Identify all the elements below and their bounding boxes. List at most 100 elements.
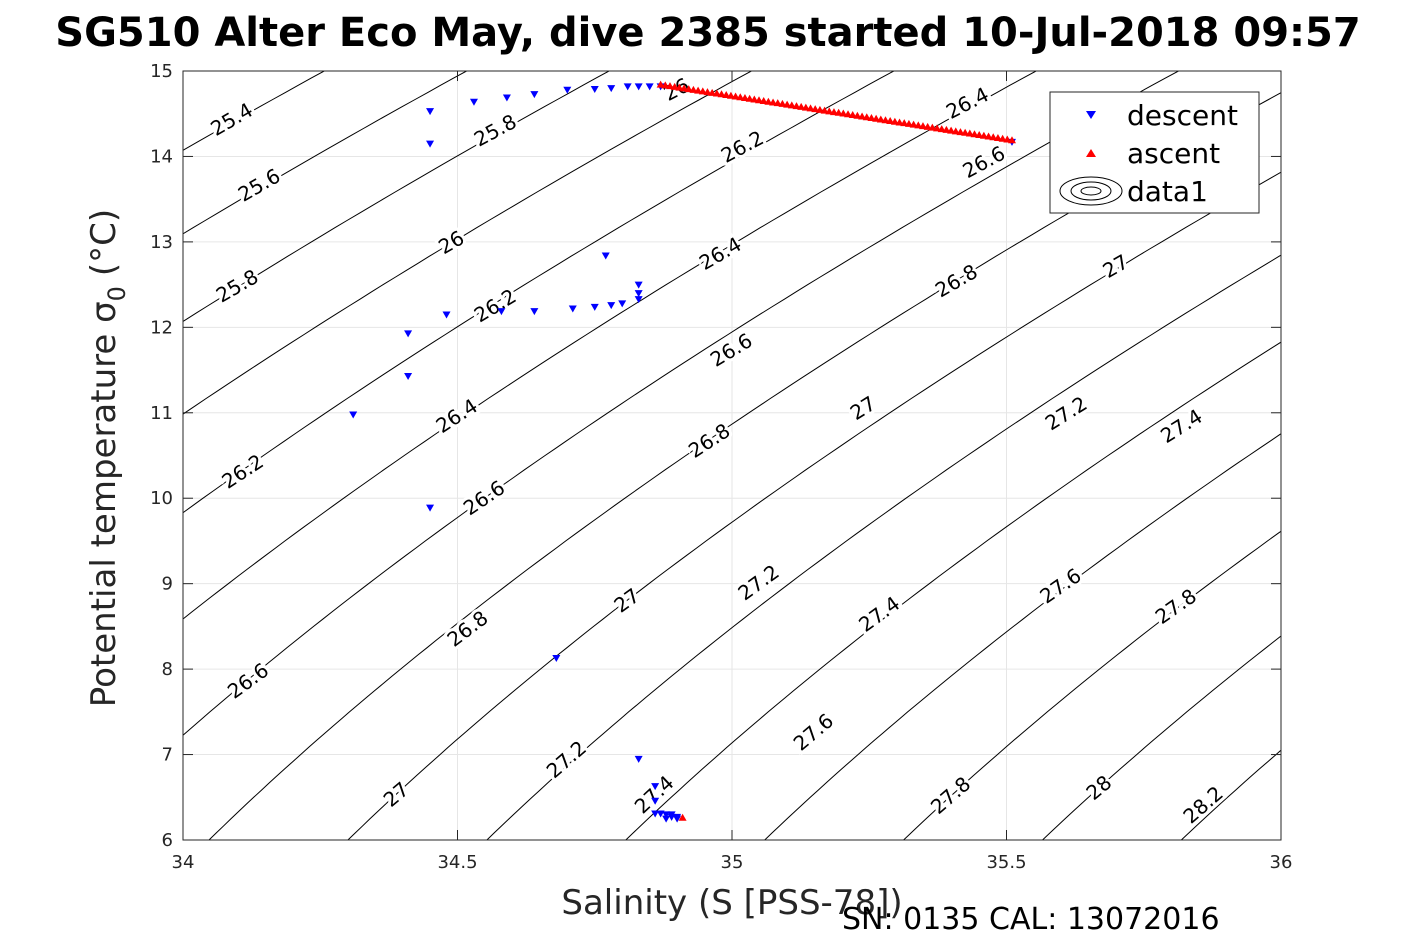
descent-point xyxy=(634,281,643,289)
x-tick-label: 34.5 xyxy=(437,852,477,873)
ascent-point xyxy=(956,128,965,136)
ascent-point xyxy=(975,131,984,139)
descent-point xyxy=(667,811,676,819)
descent-point xyxy=(634,755,643,763)
x-tick-label: 35 xyxy=(721,852,744,873)
ascent-point xyxy=(886,116,895,124)
legend-descent-label: descent xyxy=(1127,99,1238,132)
descent-point xyxy=(404,330,413,338)
descent-point xyxy=(404,373,413,381)
ascent-point xyxy=(862,113,871,121)
ascent-point xyxy=(918,122,927,130)
chart-title: SG510 Alter Eco May, dive 2385 started 1… xyxy=(55,10,1360,56)
isopycnal-line xyxy=(902,530,1281,840)
ascent-point xyxy=(712,89,721,97)
ascent-point xyxy=(998,134,1007,142)
ascent-point xyxy=(970,130,979,138)
ascent-point xyxy=(914,121,923,129)
ascent-point xyxy=(801,103,810,111)
ascent-point xyxy=(656,80,665,88)
ascent-point xyxy=(853,111,862,119)
ascent-point xyxy=(825,107,834,115)
serial-calibration-note: SN: 0135 CAL: 13072016 xyxy=(842,902,1220,937)
y-tick-label: 8 xyxy=(162,659,173,680)
x-tick-label: 36 xyxy=(1270,852,1293,873)
ascent-point xyxy=(909,120,918,128)
descent-point xyxy=(552,655,561,663)
descent-point xyxy=(530,308,539,316)
ascent-point xyxy=(726,91,735,99)
ascent-point xyxy=(778,99,787,107)
descent-point xyxy=(530,91,539,99)
descent-point xyxy=(469,98,478,106)
descent-point xyxy=(651,810,660,818)
y-tick-label: 11 xyxy=(150,403,173,424)
descent-point xyxy=(442,311,451,319)
ascent-point xyxy=(731,92,740,100)
ascent-point xyxy=(759,96,768,104)
ascent-point xyxy=(670,82,679,90)
descent-point xyxy=(563,86,572,94)
descent-point xyxy=(634,296,643,304)
descent-point xyxy=(497,308,506,316)
y-tick-label: 15 xyxy=(150,61,173,82)
ascent-point xyxy=(993,133,1002,141)
descent-point xyxy=(349,411,358,419)
x-axis-label: Salinity (S [PSS-78]) xyxy=(561,883,902,923)
ascent-point xyxy=(736,93,745,101)
isopycnal-line xyxy=(625,341,1281,840)
ascent-point xyxy=(984,132,993,140)
descent-point xyxy=(601,252,610,260)
ascent-point xyxy=(722,91,731,99)
ascent-point xyxy=(858,112,867,120)
descent-point xyxy=(426,108,435,116)
legend-box xyxy=(1049,91,1260,214)
ascent-point xyxy=(764,97,773,105)
y-axis-label-unit: (°C) xyxy=(84,209,124,276)
ascent-point xyxy=(684,85,693,93)
legend-descent-marker xyxy=(1086,111,1096,119)
y-axis-label-subscript: 0 xyxy=(103,286,131,301)
ascent-point xyxy=(689,85,698,93)
ascent-point xyxy=(947,126,956,134)
ascent-point xyxy=(1003,135,1012,143)
ascent-point xyxy=(989,133,998,141)
ascent-point xyxy=(769,98,778,106)
isopycnal-line xyxy=(486,254,1281,840)
ascent-point xyxy=(806,104,815,112)
descent-point xyxy=(651,783,660,791)
y-tick-label: 10 xyxy=(150,488,173,509)
ascent-point xyxy=(661,81,670,89)
ascent-point xyxy=(740,94,749,102)
ascent-point xyxy=(773,99,782,107)
legend-ascent-marker xyxy=(1086,149,1096,157)
ascent-point xyxy=(942,125,951,133)
ascent-point xyxy=(876,115,885,123)
ascent-point xyxy=(792,102,801,110)
descent-point xyxy=(502,94,511,102)
ascent-point xyxy=(1007,136,1016,144)
y-axis-ticks: 6 7 8 9 10 11 12 13 14 15 xyxy=(150,61,1281,851)
isopycnal-line xyxy=(347,171,1281,840)
isopycnal-line xyxy=(183,71,611,323)
ascent-point xyxy=(928,123,937,131)
legend-contour-icon xyxy=(1059,176,1123,206)
y-tick-label: 6 xyxy=(162,830,173,851)
isopycnal-line xyxy=(183,71,1038,620)
ascent-point xyxy=(834,108,843,116)
ascent-point xyxy=(698,87,707,95)
descent-point xyxy=(662,811,671,819)
ascent-point xyxy=(965,129,974,137)
descent-point xyxy=(426,140,435,148)
isopycnal-line xyxy=(1041,635,1281,840)
descent-point xyxy=(623,83,632,91)
descent-point xyxy=(651,797,660,805)
ascent-point xyxy=(844,110,853,118)
ascent-point xyxy=(750,95,759,103)
ascent-point xyxy=(895,118,904,126)
x-tick-label: 34 xyxy=(172,852,195,873)
descent-point xyxy=(662,815,671,823)
ascent-point xyxy=(951,127,960,135)
descent-series xyxy=(349,83,1016,823)
descent-point xyxy=(634,83,643,91)
